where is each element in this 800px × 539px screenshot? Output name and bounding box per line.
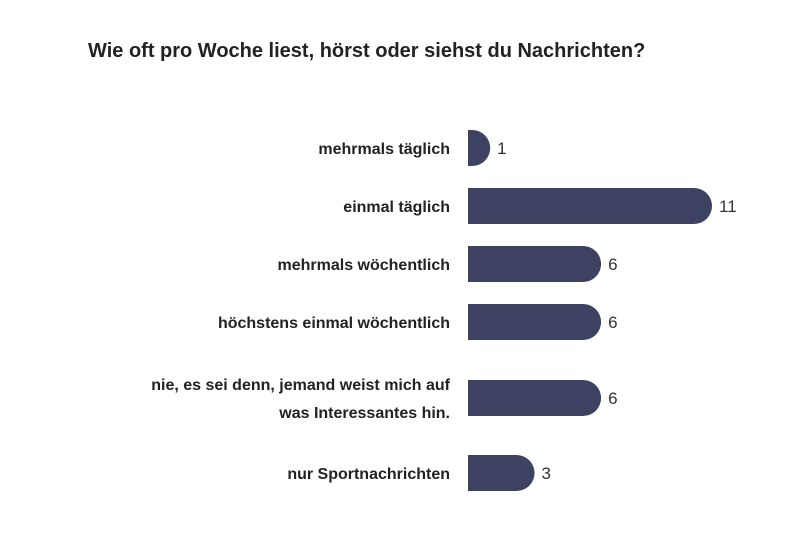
bar-3 — [468, 304, 602, 340]
value-label-3: 6 — [608, 313, 617, 332]
category-label-0: mehrmals täglich — [318, 141, 450, 158]
chart-title: Wie oft pro Woche liest, hörst oder sieh… — [88, 40, 646, 62]
bar-1 — [468, 188, 712, 224]
value-label-4: 6 — [608, 389, 617, 408]
category-label-1: einmal täglich — [343, 199, 450, 216]
bar-0 — [468, 130, 491, 166]
category-label-4-line-0: nie, es sei denn, jemand weist mich auf — [151, 377, 450, 394]
value-label-5: 3 — [542, 464, 551, 483]
category-label-5: nur Sportnachrichten — [287, 466, 450, 483]
category-label-3: höchstens einmal wöchentlich — [218, 315, 450, 332]
bar-4 — [468, 380, 602, 416]
category-label-4-line-1: was Interessantes hin. — [278, 405, 450, 422]
bar-5 — [468, 455, 535, 491]
bar-2 — [468, 246, 602, 282]
value-label-0: 1 — [497, 139, 506, 158]
value-label-2: 6 — [608, 255, 617, 274]
category-label-2: mehrmals wöchentlich — [278, 257, 451, 274]
value-label-1: 11 — [719, 197, 737, 216]
